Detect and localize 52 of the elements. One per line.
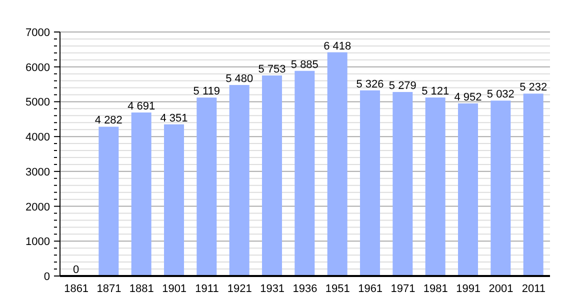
bar — [98, 126, 119, 276]
x-tick-label: 2011 — [522, 282, 546, 295]
data-label: 5 885 — [290, 58, 318, 71]
y-tick-label: 4000 — [26, 132, 50, 144]
data-label: 5 279 — [388, 80, 416, 92]
x-tick-label: 1861 — [64, 282, 89, 295]
data-label: 4 282 — [94, 114, 122, 127]
bar — [523, 94, 544, 276]
x-tick-label: 1911 — [195, 282, 219, 295]
y-tick-label: 0 — [44, 271, 50, 283]
data-label: 6 418 — [324, 40, 352, 52]
bar — [425, 97, 446, 276]
data-label: 5 480 — [226, 72, 254, 85]
bar — [294, 70, 315, 276]
bar — [490, 100, 511, 276]
y-tick-label: 2000 — [26, 201, 50, 214]
data-label: 5 119 — [193, 86, 220, 98]
data-label: 4 351 — [160, 112, 188, 124]
x-tick-label: 1931 — [260, 282, 285, 295]
bar — [262, 75, 282, 276]
x-tick-label: 1936 — [292, 282, 318, 295]
x-tick-label: 1971 — [390, 282, 416, 295]
data-label: 5 753 — [258, 63, 286, 76]
y-tick-label: 5000 — [26, 96, 50, 109]
data-label: 5 121 — [422, 85, 450, 98]
y-tick-label: 1000 — [26, 236, 50, 248]
y-tick-label: 7000 — [26, 27, 50, 39]
x-tick-label: 1961 — [358, 282, 383, 295]
bar — [360, 90, 380, 276]
x-tick-label: 1881 — [129, 282, 154, 295]
bar — [327, 52, 348, 276]
x-tick-label: 1981 — [423, 282, 448, 295]
bar — [164, 124, 184, 276]
data-label: 5 232 — [520, 82, 548, 94]
x-tick-label: 1901 — [162, 282, 187, 295]
x-tick-label: 2001 — [488, 282, 514, 295]
data-label: 5 032 — [486, 88, 514, 101]
data-label: 4 691 — [128, 100, 156, 112]
data-label: 4 952 — [454, 91, 482, 104]
x-tick-label: 1991 — [456, 282, 481, 295]
bar — [196, 98, 217, 276]
data-label: 5 326 — [356, 78, 384, 90]
bar — [229, 84, 250, 276]
bar — [392, 92, 413, 276]
bar — [131, 112, 152, 276]
x-tick-label: 1951 — [325, 282, 350, 295]
x-tick-label: 1871 — [96, 282, 122, 295]
data-label: 0 — [72, 264, 80, 276]
y-tick-label: 3000 — [26, 166, 50, 178]
x-tick-label: 1921 — [227, 282, 252, 295]
y-tick-label: 6000 — [26, 62, 50, 74]
bar — [458, 103, 478, 276]
